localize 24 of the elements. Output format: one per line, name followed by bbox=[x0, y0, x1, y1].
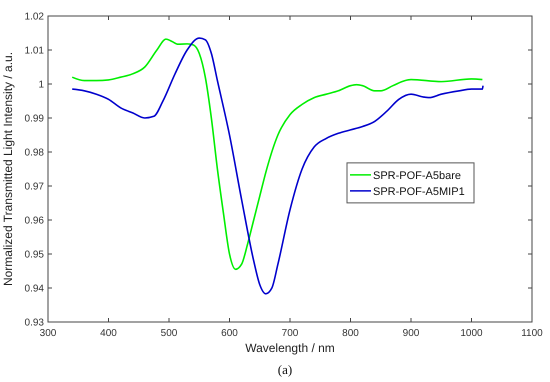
legend-label: SPR-POF-A5MIP1 bbox=[373, 186, 465, 198]
x-tick-label: 300 bbox=[40, 328, 57, 339]
y-tick-label: 1 bbox=[38, 80, 44, 90]
y-tick-label: 1.01 bbox=[24, 46, 44, 56]
y-tick-label: 0.93 bbox=[24, 318, 44, 328]
y-tick-label: 0.99 bbox=[24, 114, 44, 124]
x-tick-label: 500 bbox=[160, 328, 178, 339]
x-tick-label: 400 bbox=[100, 328, 118, 339]
y-tick-label: 0.95 bbox=[24, 250, 44, 260]
x-tick-label: 1100 bbox=[521, 328, 544, 339]
y-tick-label: 0.94 bbox=[24, 284, 44, 294]
y-tick-label: 0.97 bbox=[24, 182, 44, 192]
y-axis-title: Normalized Transmitted Light Intensity / a.u. bbox=[1, 52, 15, 286]
x-tick-label: 700 bbox=[282, 328, 299, 339]
y-tick-label: 0.96 bbox=[24, 216, 44, 226]
x-tick-label: 800 bbox=[342, 328, 360, 339]
y-tick-label: 0.98 bbox=[24, 148, 44, 158]
x-tick-label: 600 bbox=[221, 328, 238, 339]
x-tick-label: 900 bbox=[402, 328, 420, 339]
x-axis-title: Wavelength / nm bbox=[245, 341, 335, 355]
x-tick-label: 1000 bbox=[460, 328, 484, 339]
legend-label: SPR-POF-A5bare bbox=[373, 170, 462, 182]
text: (a) bbox=[278, 362, 292, 377]
y-tick-label: 1.02 bbox=[24, 12, 44, 22]
